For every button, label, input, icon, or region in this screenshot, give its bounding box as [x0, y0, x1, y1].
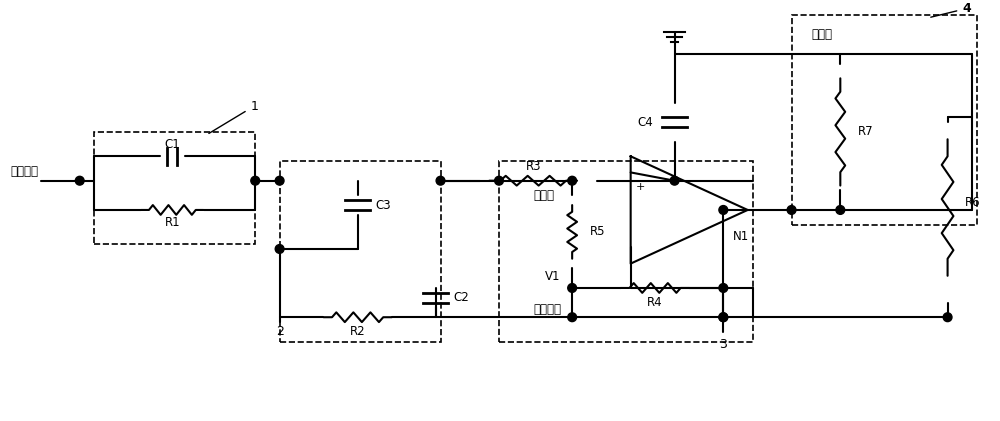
Circle shape	[836, 205, 845, 214]
Circle shape	[251, 176, 260, 185]
Text: 下调端: 下调端	[811, 28, 832, 41]
Text: N1: N1	[733, 230, 749, 243]
Text: C4: C4	[637, 116, 653, 129]
Circle shape	[568, 176, 577, 185]
Text: 2: 2	[276, 325, 284, 338]
Circle shape	[670, 176, 679, 185]
Text: 输出电压: 输出电压	[11, 165, 39, 178]
Text: R6: R6	[965, 196, 981, 209]
Text: R2: R2	[350, 325, 365, 338]
Circle shape	[275, 245, 284, 253]
Bar	[94, 132, 255, 244]
Text: 上调端: 上调端	[533, 189, 554, 202]
Text: R3: R3	[525, 160, 541, 173]
Circle shape	[568, 284, 577, 292]
Circle shape	[75, 176, 84, 185]
Text: R4: R4	[647, 296, 663, 309]
Circle shape	[495, 176, 503, 185]
Text: C1: C1	[164, 138, 180, 151]
Circle shape	[787, 205, 796, 214]
Circle shape	[568, 313, 577, 322]
Text: 4: 4	[931, 2, 971, 17]
Text: 1: 1	[209, 99, 258, 133]
Circle shape	[719, 313, 728, 322]
Circle shape	[943, 313, 952, 322]
Text: R7: R7	[858, 125, 873, 139]
Text: 基准电压: 基准电压	[533, 303, 561, 316]
Bar	[280, 161, 441, 341]
Circle shape	[275, 176, 284, 185]
Text: V1: V1	[545, 270, 560, 283]
Text: +: +	[636, 182, 645, 192]
Circle shape	[719, 284, 728, 292]
Text: R1: R1	[165, 216, 180, 229]
Text: 3: 3	[719, 338, 727, 351]
Circle shape	[719, 313, 728, 322]
Circle shape	[719, 205, 728, 214]
Text: C2: C2	[453, 291, 469, 304]
Circle shape	[436, 176, 445, 185]
Bar	[792, 15, 977, 224]
Text: R5: R5	[590, 225, 605, 238]
Text: C3: C3	[375, 199, 391, 212]
Bar	[499, 161, 753, 341]
